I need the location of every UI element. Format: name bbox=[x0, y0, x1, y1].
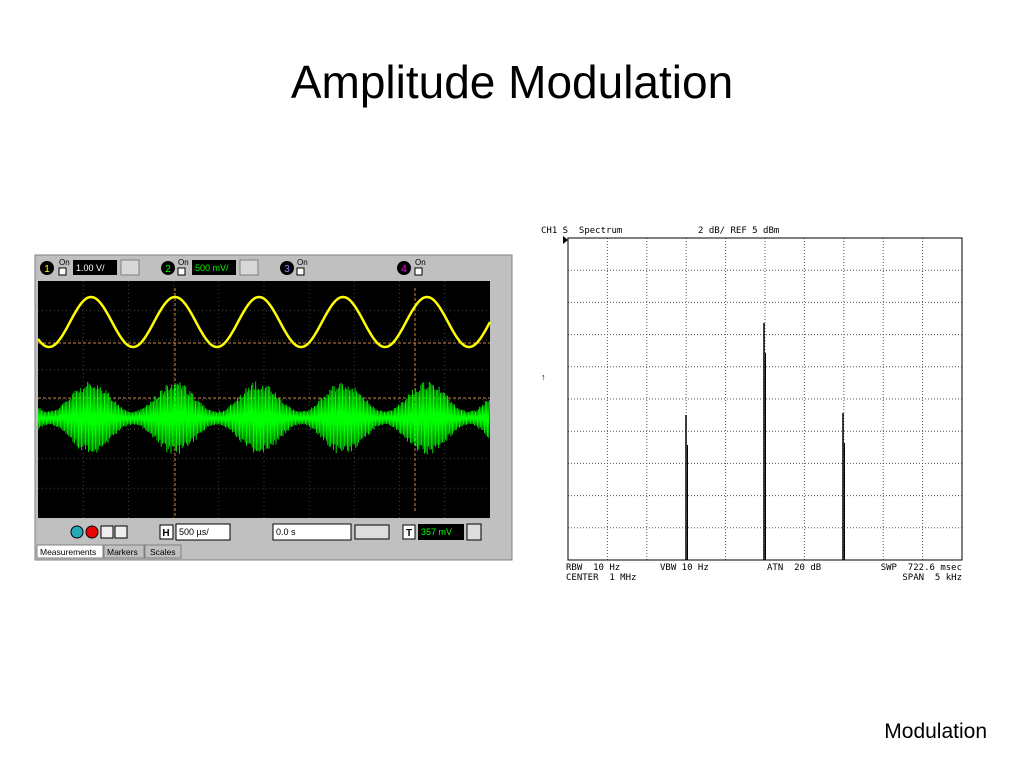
coupling-button[interactable] bbox=[240, 260, 258, 275]
spectrum-setting: SWP 722.6 msec bbox=[881, 563, 962, 573]
spectrum-header: 2 dB/ REF 5 dBm bbox=[698, 226, 779, 236]
footer: Modulation bbox=[884, 720, 987, 743]
delay: 0.0 s bbox=[276, 527, 296, 537]
trigger-level: 357 mV bbox=[421, 527, 452, 537]
channel-number: 1 bbox=[44, 264, 50, 275]
arrow: ↑ bbox=[541, 372, 546, 382]
stop-button[interactable] bbox=[86, 526, 98, 538]
spectrum-setting: CENTER 1 MHz bbox=[566, 573, 636, 583]
channel-state: On bbox=[178, 258, 189, 267]
slide-title: Amplitude Modulation bbox=[291, 56, 733, 108]
slide: Amplitude Modulation 1 On 1.00 V/ 2 On 5… bbox=[0, 0, 1024, 768]
run-button[interactable] bbox=[71, 526, 83, 538]
autoscale-button[interactable] bbox=[101, 526, 113, 538]
channel-number: 4 bbox=[401, 264, 407, 275]
channel-scale: 1.00 V/ bbox=[76, 263, 105, 273]
channel-state: On bbox=[297, 258, 308, 267]
checkbox[interactable] bbox=[415, 268, 422, 275]
spectrum-setting: ATN 20 dB bbox=[767, 563, 821, 573]
oscilloscope: 1 On 1.00 V/ 2 On 500 mV/ 3 On 4 On H 50… bbox=[35, 255, 512, 560]
timebase: 500 µs/ bbox=[179, 527, 209, 537]
channel-number: 3 bbox=[284, 264, 290, 275]
delay-nav[interactable] bbox=[355, 525, 389, 539]
horizontal-label: H bbox=[162, 528, 169, 539]
spectrum-analyzer: CH1 S Spectrum 2 dB/ REF 5 dBm ↑ RBW 10 … bbox=[541, 226, 962, 583]
checkbox[interactable] bbox=[178, 268, 185, 275]
channel-state: On bbox=[415, 258, 426, 267]
ref-marker bbox=[563, 236, 568, 244]
trigger-spinner[interactable] bbox=[467, 524, 481, 540]
spectrum-setting: VBW 10 Hz bbox=[660, 563, 709, 573]
tab-label: Markers bbox=[107, 547, 138, 557]
checkbox[interactable] bbox=[59, 268, 66, 275]
tab-label: Scales bbox=[150, 547, 176, 557]
print-button[interactable] bbox=[115, 526, 127, 538]
spectrum-header: CH1 S Spectrum bbox=[541, 226, 622, 236]
channel-number: 2 bbox=[165, 264, 171, 275]
tab-label: Measurements bbox=[40, 547, 96, 557]
channel-scale: 500 mV/ bbox=[195, 263, 229, 273]
spectrum-setting: SPAN 5 kHz bbox=[902, 573, 962, 583]
checkbox[interactable] bbox=[297, 268, 304, 275]
trigger-label: T bbox=[406, 528, 412, 539]
spectrum-setting: RBW 10 Hz bbox=[566, 563, 620, 573]
coupling-button[interactable] bbox=[121, 260, 139, 275]
channel-state: On bbox=[59, 258, 70, 267]
